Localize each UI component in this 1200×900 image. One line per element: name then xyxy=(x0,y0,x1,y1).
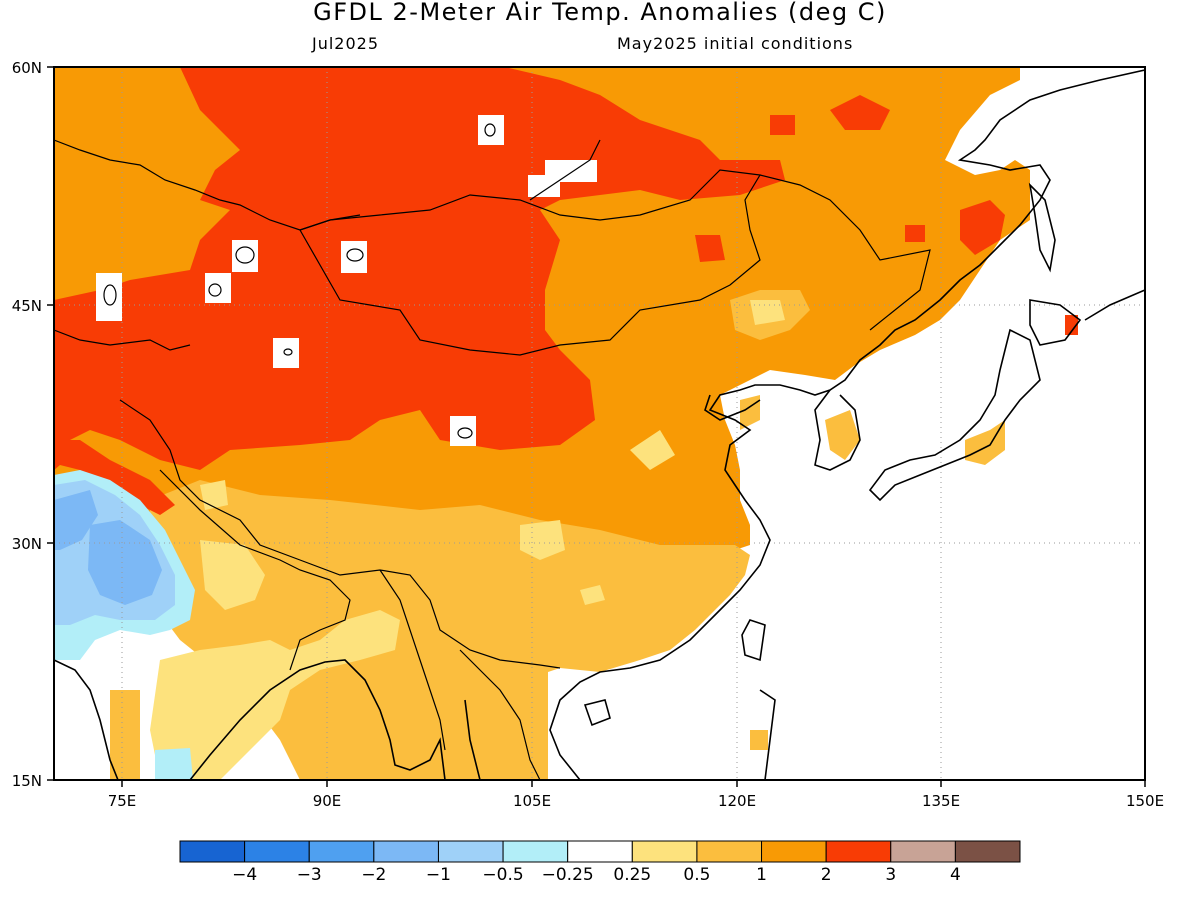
anomaly-region-0.5-1 xyxy=(750,730,768,750)
anomaly-region-0.25-0.5 xyxy=(750,300,785,325)
anomaly-region-0.25-0.5 xyxy=(520,520,565,560)
colorbar-swatch xyxy=(179,840,246,863)
philippines-coast xyxy=(759,689,776,780)
lat-label-45n: 45N xyxy=(12,297,42,315)
colorbar-swatch xyxy=(567,840,633,863)
indochina-coast xyxy=(464,699,481,780)
longitude-labels: 75E 90E 105E 120E 135E 150E xyxy=(108,792,1164,810)
colorbar-swatch xyxy=(825,840,892,863)
lat-label-15n: 15N xyxy=(12,772,42,790)
colorbar-label: 3 xyxy=(885,865,896,885)
japan-coast xyxy=(868,328,1041,502)
colorbar-swatch xyxy=(437,840,504,863)
lon-label-105e: 105E xyxy=(513,792,551,810)
axis-ticks xyxy=(47,66,1146,787)
colorbar-swatch xyxy=(954,840,1021,863)
colorbar-label: −0.5 xyxy=(482,865,523,885)
anomaly-region-2-3 xyxy=(54,440,175,515)
graticule xyxy=(54,67,1145,780)
anomaly-region-0.5-1 xyxy=(110,690,140,780)
lake-outlines xyxy=(103,123,601,439)
colorbar-label: 1 xyxy=(756,865,767,885)
china-west-border xyxy=(119,399,561,669)
bohai-coast xyxy=(704,394,761,421)
map-title: GFDL 2-Meter Air Temp. Anomalies (deg C) xyxy=(313,0,887,26)
anomaly-region-2-3 xyxy=(960,200,1005,255)
anomaly-region-neg2-neg1 xyxy=(54,490,98,550)
lon-label-135e: 135E xyxy=(922,792,960,810)
colorbar-swatch xyxy=(308,840,375,863)
latitude-labels: 60N 45N 30N 15N xyxy=(12,59,42,790)
lon-label-75e: 75E xyxy=(108,792,137,810)
initial-conditions-label: May2025 initial conditions xyxy=(617,34,854,53)
colorbar-label: −3 xyxy=(297,865,322,885)
colorbar-label: 0.5 xyxy=(683,865,710,885)
colorbar-label: −2 xyxy=(361,865,386,885)
coastlines xyxy=(54,69,1145,780)
china-russia-border xyxy=(759,174,931,331)
anomaly-region-2-3 xyxy=(830,95,890,130)
lake-masks xyxy=(96,115,597,446)
colorbar-swatch xyxy=(696,840,763,863)
colorbar: −4 −3 −2 −1 −0.5 −0.25 0.25 0.5 1 2 3 4 xyxy=(179,840,1021,885)
colorbar-swatch xyxy=(502,840,569,863)
myanmar-border xyxy=(379,569,446,751)
colorbar-label: −4 xyxy=(232,865,257,885)
bay-of-bengal-coast xyxy=(189,659,446,780)
colorbar-swatch xyxy=(631,840,698,863)
anomaly-region-0.25-0.5 xyxy=(200,480,228,510)
sakhalin-coast xyxy=(1028,182,1056,273)
india-west-coast xyxy=(54,659,119,780)
valid-month-label: Jul2025 xyxy=(312,34,380,53)
anomaly-region-0.5-1 xyxy=(825,410,860,460)
indochina-borders xyxy=(459,649,541,780)
anomaly-region-2-3 xyxy=(1065,315,1078,335)
anomaly-region-2-3 xyxy=(695,235,725,262)
korea-coast xyxy=(814,389,861,471)
lat-label-60n: 60N xyxy=(12,59,42,77)
taiwan-coast xyxy=(741,619,766,662)
anomaly-region-2-3 xyxy=(54,67,785,470)
anomaly-region-0.5-1 xyxy=(150,480,750,780)
colorbar-swatch xyxy=(244,840,310,863)
asia-east-coast xyxy=(549,69,1145,780)
anomaly-fields xyxy=(54,67,1078,780)
lon-label-120e: 120E xyxy=(718,792,756,810)
lat-label-30n: 30N xyxy=(12,535,42,553)
anomaly-region-0.25-0.5 xyxy=(150,610,400,780)
country-borders xyxy=(54,139,931,780)
anomaly-region-0.25-0.5 xyxy=(200,540,265,610)
colorbar-label: −1 xyxy=(426,865,451,885)
colorbar-swatch xyxy=(761,840,827,863)
lake-baikal xyxy=(529,139,601,201)
hokkaido-coast xyxy=(1029,299,1082,346)
colorbar-label: 4 xyxy=(950,865,961,885)
lon-label-90e: 90E xyxy=(313,792,342,810)
mongolia-border xyxy=(299,169,761,356)
anomaly-region-0.25-0.5 xyxy=(630,430,675,470)
plot-frame xyxy=(53,66,1146,781)
anomaly-region-0.5-1 xyxy=(965,420,1005,465)
anomaly-region-neg2-neg1 xyxy=(88,520,162,605)
anomaly-region-2-3 xyxy=(905,225,925,242)
colorbar-swatch xyxy=(890,840,956,863)
colorbar-label: −0.25 xyxy=(542,865,594,885)
kamchatka-kurils xyxy=(1084,289,1145,321)
anomaly-region-0.25-0.5 xyxy=(580,585,605,605)
colorbar-label: 2 xyxy=(821,865,832,885)
colorbar-label: 0.25 xyxy=(613,865,651,885)
india-nepal-border xyxy=(159,469,351,671)
central-asia-borders xyxy=(54,329,191,351)
lon-label-150e: 150E xyxy=(1126,792,1164,810)
colorbar-swatch xyxy=(373,840,439,863)
anomaly-region-2-3 xyxy=(770,115,795,135)
hainan-coast xyxy=(583,699,611,727)
anomaly-region-neg0.5-neg0.25 xyxy=(155,748,193,780)
